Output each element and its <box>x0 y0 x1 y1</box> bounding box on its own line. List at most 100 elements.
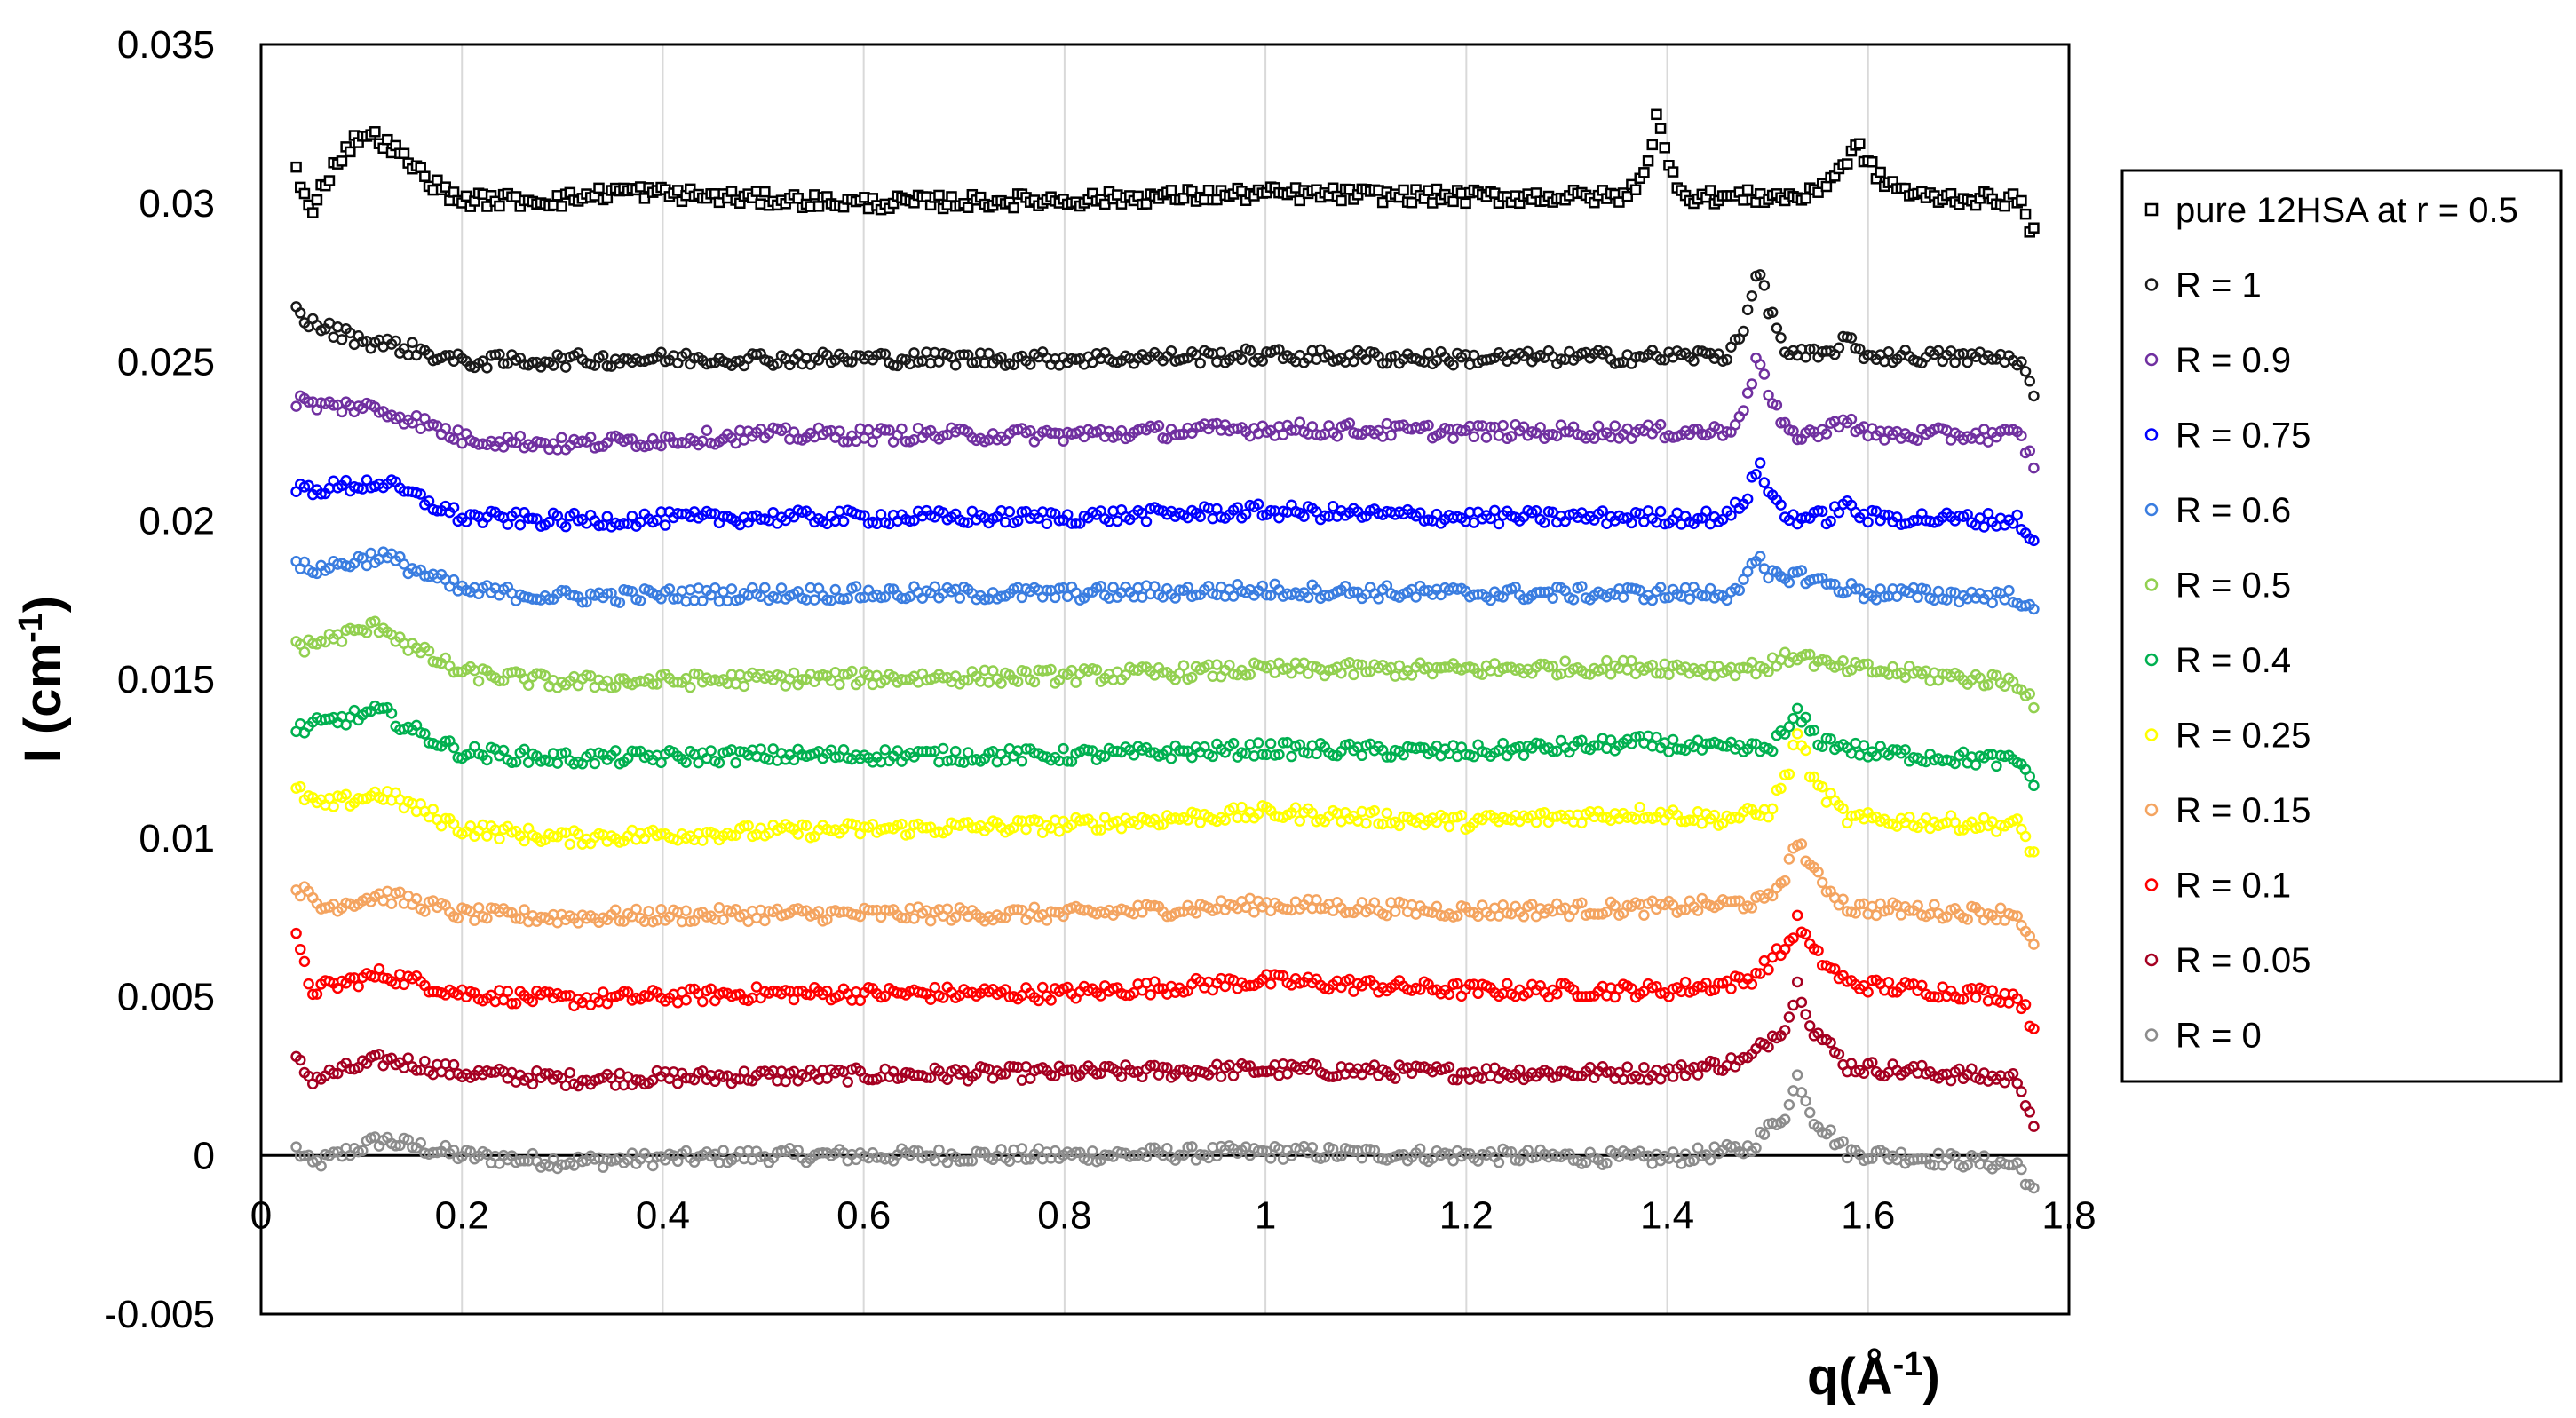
data-point <box>812 906 825 917</box>
data-point <box>1314 902 1327 915</box>
series-group <box>290 728 2040 858</box>
data-point <box>2016 1163 2027 1176</box>
data-point <box>1746 902 1758 914</box>
data-point <box>1845 1144 1858 1155</box>
data-point <box>1787 932 1799 944</box>
data-point <box>527 995 539 1008</box>
data-point <box>1389 906 1401 917</box>
data-point <box>1945 1074 1957 1087</box>
data-point <box>1986 985 1998 996</box>
data-point <box>697 835 709 846</box>
data-point <box>800 820 812 832</box>
data-point <box>750 981 763 993</box>
data-point <box>340 788 352 800</box>
data-point <box>1460 197 1471 210</box>
data-point <box>1061 1064 1074 1076</box>
data-point <box>1011 904 1024 915</box>
data-point <box>717 1145 729 1156</box>
data-point <box>1343 973 1356 986</box>
data-point <box>1356 897 1368 908</box>
data-point <box>1651 108 1662 121</box>
data-point <box>328 1067 339 1080</box>
data-point <box>946 191 957 202</box>
data-point <box>357 1145 369 1157</box>
data-point <box>303 978 314 990</box>
data-point <box>1758 1129 1771 1140</box>
series-group <box>290 909 2040 1034</box>
data-point <box>1510 1154 1521 1166</box>
data-point <box>593 182 605 194</box>
data-point <box>1779 1113 1791 1126</box>
data-point <box>345 972 356 984</box>
data-point <box>1505 1145 1518 1158</box>
data-point <box>1215 1071 1227 1082</box>
data-point <box>1667 166 1679 178</box>
data-point <box>336 155 348 167</box>
data-point <box>1966 1063 1978 1075</box>
data-point <box>1725 1141 1737 1153</box>
data-point <box>415 162 426 174</box>
data-point <box>1783 1011 1795 1023</box>
data-point <box>697 995 709 1008</box>
data-point <box>398 978 410 991</box>
data-point <box>788 994 800 1006</box>
data-point <box>1240 901 1252 914</box>
data-point <box>1929 899 1940 910</box>
data-point <box>298 187 311 200</box>
data-point <box>643 905 654 917</box>
data-point <box>2007 1067 2019 1080</box>
data-point <box>519 904 530 915</box>
data-point <box>1629 184 1642 196</box>
data-point <box>1692 1069 1704 1081</box>
data-point <box>1621 1061 1633 1073</box>
data-point <box>1551 988 1563 1000</box>
data-point <box>1008 202 1019 214</box>
data-point <box>1327 1071 1339 1082</box>
data-point <box>1115 1071 1128 1082</box>
data-point <box>1145 989 1156 1001</box>
data-point <box>295 1054 306 1066</box>
data-point <box>547 1153 559 1165</box>
data-point <box>1916 979 1928 992</box>
data-point <box>1638 909 1650 921</box>
data-point <box>908 913 920 924</box>
data-point <box>1949 1150 1961 1161</box>
data-point <box>290 161 302 173</box>
data-point <box>1360 975 1372 987</box>
data-point <box>1153 819 1165 831</box>
plot-area-frame <box>259 43 2071 1316</box>
data-point <box>1825 1037 1836 1049</box>
data-point <box>1514 1064 1526 1076</box>
data-point <box>1584 990 1596 1002</box>
data-point <box>995 1144 1007 1155</box>
data-point <box>671 1078 684 1089</box>
data-point <box>1954 993 1965 1005</box>
data-point <box>1763 1042 1774 1053</box>
data-point <box>1601 1066 1613 1078</box>
data-point <box>1783 1099 1795 1111</box>
data-point <box>1812 866 1824 878</box>
data-point <box>1904 905 1915 916</box>
data-point <box>1791 976 1803 988</box>
data-point <box>1638 1150 1650 1162</box>
data-point <box>1746 978 1758 990</box>
data-point <box>448 1058 460 1071</box>
data-point <box>1502 1145 1513 1158</box>
data-point <box>1157 1061 1169 1073</box>
data-point <box>924 1072 937 1084</box>
data-point <box>2019 999 2032 1010</box>
data-point <box>1447 1073 1459 1086</box>
data-point <box>527 1078 539 1090</box>
data-point <box>1572 1070 1583 1082</box>
data-point <box>1882 977 1895 988</box>
data-point <box>921 1150 932 1161</box>
data-point <box>1576 897 1588 909</box>
data-point <box>1916 1153 1928 1165</box>
data-point <box>559 990 572 1002</box>
data-point <box>1862 1153 1874 1165</box>
data-point <box>1472 987 1484 1000</box>
data-point <box>1688 1154 1700 1167</box>
data-point <box>929 981 941 994</box>
data-point <box>921 1072 932 1083</box>
data-point <box>614 915 626 927</box>
